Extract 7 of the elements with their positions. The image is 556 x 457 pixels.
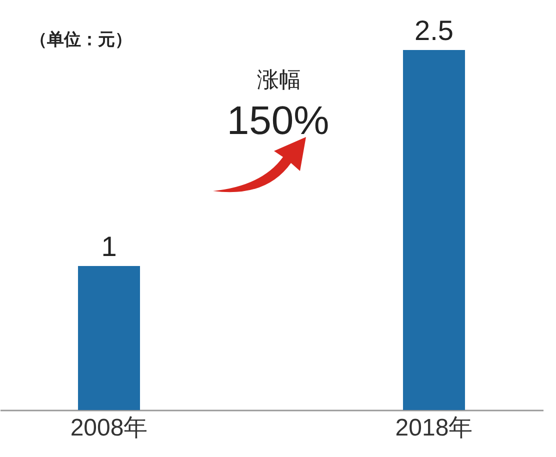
- x-tick-label: 2018年: [395, 414, 473, 442]
- text: （单位：元）: [30, 30, 132, 49]
- data-label: 1: [101, 231, 117, 262]
- data-label: 2.5: [414, 15, 454, 46]
- x-tick-label: 2008年: [70, 414, 148, 442]
- annotation: 150%: [226, 99, 330, 143]
- annotation: 涨幅: [257, 67, 301, 92]
